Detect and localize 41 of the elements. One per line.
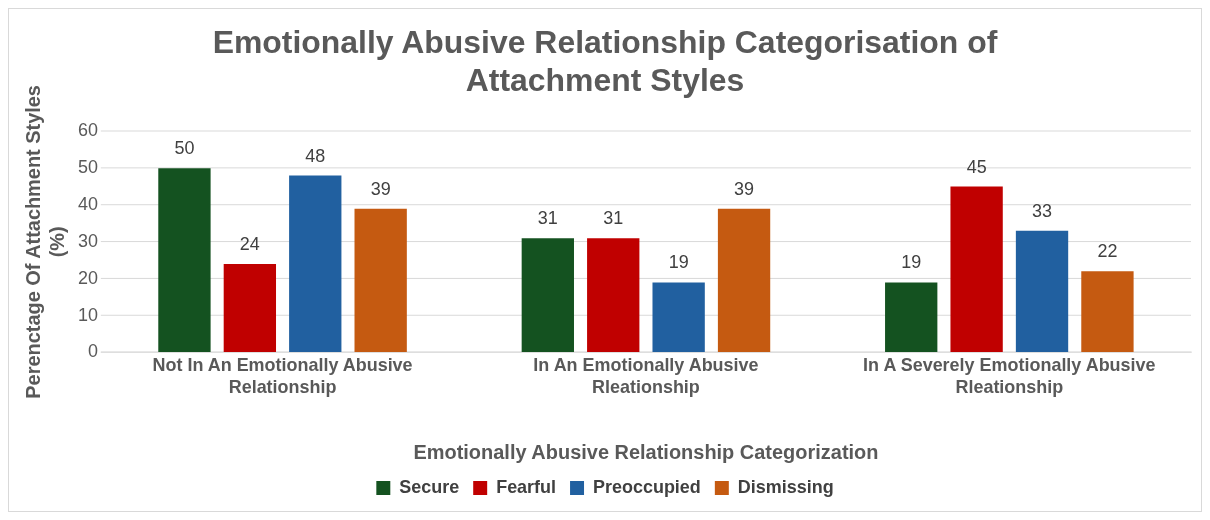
bar bbox=[158, 168, 211, 352]
bar bbox=[885, 282, 938, 352]
y-tick-label: 0 bbox=[87, 341, 98, 362]
y-tick-label: 50 bbox=[77, 157, 98, 178]
y-tick-label: 10 bbox=[77, 304, 98, 325]
data-label: 39 bbox=[370, 178, 391, 199]
data-label: 48 bbox=[305, 145, 326, 166]
legend-label: Dismissing bbox=[737, 477, 834, 498]
x-tick-label: In An Emotionally Abusive Rleationship bbox=[533, 355, 759, 397]
bar bbox=[717, 208, 771, 352]
data-label: 33 bbox=[1032, 200, 1053, 221]
bar bbox=[1015, 230, 1069, 352]
data-label: 24 bbox=[239, 234, 260, 254]
data-label: 22 bbox=[1097, 241, 1118, 262]
y-tick-label: 40 bbox=[77, 193, 98, 214]
data-label: 19 bbox=[668, 252, 689, 273]
data-label: 39 bbox=[734, 178, 755, 199]
data-label: 45 bbox=[966, 156, 987, 177]
bar bbox=[354, 208, 407, 352]
data-label: 19 bbox=[901, 252, 922, 273]
y-axis-title: Perenctage Of Attachment Styles (%) bbox=[22, 85, 69, 399]
bar bbox=[652, 282, 705, 352]
legend-label: Secure bbox=[399, 477, 460, 498]
y-tick-label: 60 bbox=[77, 120, 98, 141]
data-label: 31 bbox=[537, 208, 558, 229]
chart-title: Emotionally Abusive Relationship Categorisation of Attachment Styles bbox=[212, 23, 998, 99]
y-tick-label: 20 bbox=[77, 267, 98, 288]
legend-label: Fearful bbox=[496, 477, 557, 498]
x-tick-label: Not In An Emotionally Abusive Relationship bbox=[152, 355, 413, 397]
x-tick-label: In A Severely Emotionally Abusive Rleationship bbox=[863, 355, 1156, 397]
bar bbox=[587, 238, 640, 352]
bar bbox=[950, 186, 1003, 352]
data-label: 31 bbox=[603, 208, 624, 229]
y-tick-label: 30 bbox=[77, 230, 98, 251]
bar bbox=[521, 238, 574, 352]
data-label: 50 bbox=[174, 138, 195, 159]
x-axis-title: Emotionally Abusive Relationship Categorization bbox=[413, 440, 879, 463]
bar bbox=[223, 263, 277, 352]
bar bbox=[1081, 271, 1134, 352]
bar bbox=[289, 175, 342, 352]
legend-label: Preoccupied bbox=[593, 477, 701, 498]
